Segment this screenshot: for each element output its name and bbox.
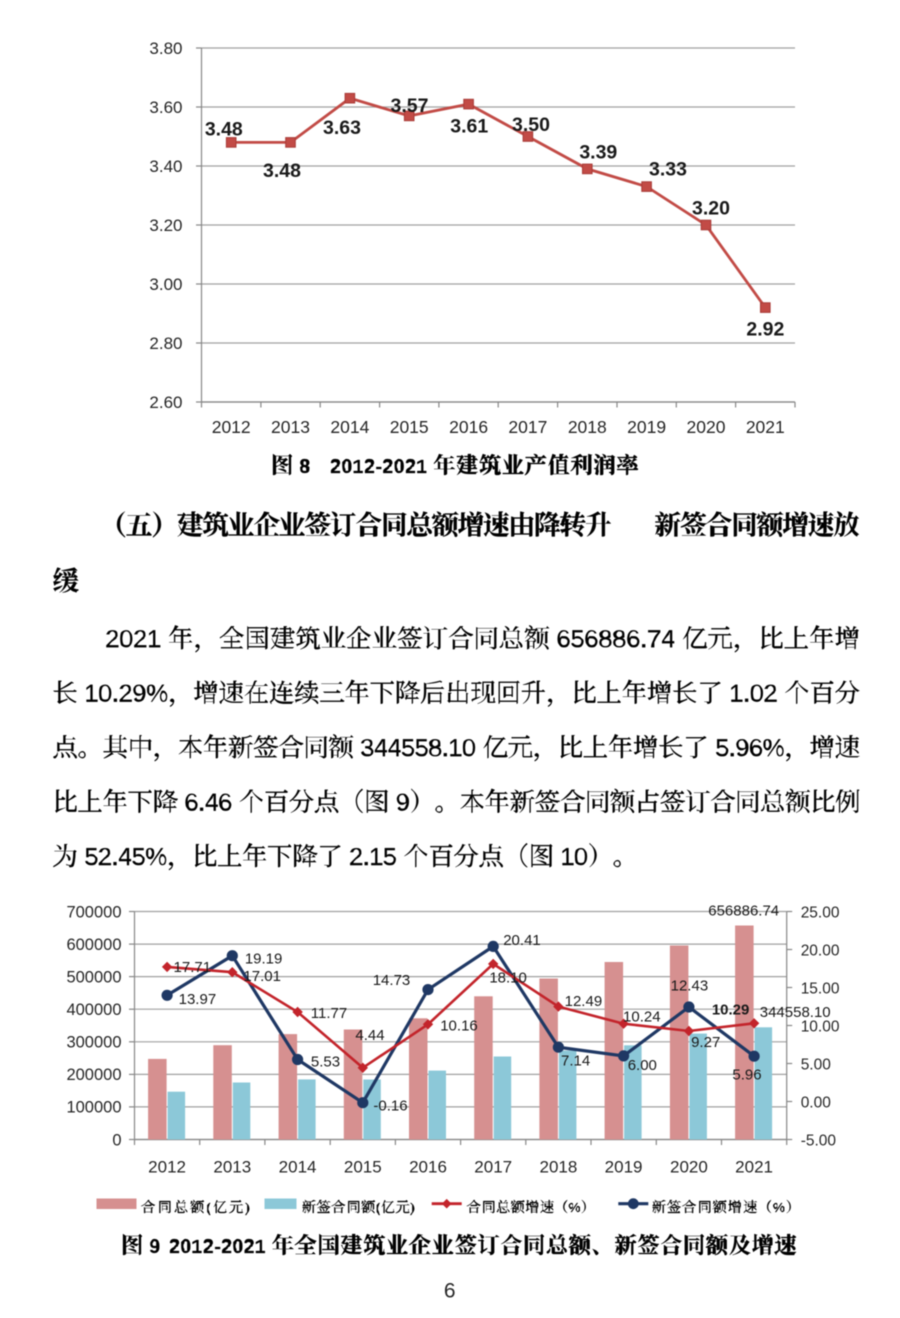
svg-text:6.00: 6.00 — [628, 1057, 657, 1074]
svg-text:6: 6 — [444, 1280, 456, 1303]
svg-text:2.60: 2.60 — [149, 393, 182, 412]
svg-text:3.80: 3.80 — [149, 39, 182, 58]
svg-text:2.92: 2.92 — [746, 319, 784, 341]
svg-text:3.20: 3.20 — [692, 198, 730, 220]
svg-text:2013: 2013 — [271, 417, 310, 437]
svg-text:2017: 2017 — [508, 417, 547, 437]
svg-text:12.43: 12.43 — [671, 978, 709, 995]
svg-text:12.49: 12.49 — [565, 993, 603, 1010]
svg-text:300000: 300000 — [66, 1034, 121, 1052]
svg-text:2018: 2018 — [539, 1158, 577, 1177]
svg-text:18.10: 18.10 — [489, 970, 527, 987]
svg-text:3.61: 3.61 — [450, 116, 488, 138]
svg-text:4.44: 4.44 — [355, 1027, 384, 1044]
svg-text:2018: 2018 — [568, 417, 607, 437]
svg-text:600000: 600000 — [66, 936, 121, 954]
svg-text:2021: 2021 — [746, 417, 785, 437]
svg-text:2.80: 2.80 — [149, 334, 182, 353]
svg-text:2016: 2016 — [409, 1158, 447, 1177]
svg-text:3.40: 3.40 — [149, 157, 182, 176]
svg-text:2015: 2015 — [390, 417, 429, 437]
svg-text:2020: 2020 — [687, 417, 726, 437]
svg-text:700000: 700000 — [66, 903, 121, 921]
svg-text:500000: 500000 — [66, 968, 121, 986]
svg-text:3.63: 3.63 — [323, 117, 361, 139]
svg-text:15.00: 15.00 — [801, 980, 840, 997]
svg-text:2020: 2020 — [670, 1158, 708, 1177]
svg-text:2014: 2014 — [330, 417, 369, 437]
svg-text:3.33: 3.33 — [649, 159, 687, 181]
svg-text:7.14: 7.14 — [561, 1052, 590, 1069]
svg-text:2014: 2014 — [279, 1158, 317, 1177]
svg-text:2021: 2021 — [735, 1158, 773, 1177]
svg-text:-5.00: -5.00 — [801, 1132, 837, 1149]
svg-text:344558.10: 344558.10 — [760, 1004, 831, 1021]
svg-text:2019: 2019 — [605, 1158, 643, 1177]
svg-text:5.53: 5.53 — [311, 1054, 340, 1071]
svg-text:0: 0 — [112, 1131, 121, 1149]
svg-text:5.96: 5.96 — [732, 1067, 761, 1084]
svg-text:10.16: 10.16 — [440, 1017, 478, 1034]
svg-text:2013: 2013 — [213, 1158, 251, 1177]
svg-text:3.39: 3.39 — [579, 141, 617, 163]
svg-text:-0.16: -0.16 — [373, 1098, 407, 1115]
svg-text:14.73: 14.73 — [373, 972, 411, 989]
svg-text:3.50: 3.50 — [512, 114, 550, 136]
svg-text:2019: 2019 — [627, 417, 666, 437]
svg-text:20.00: 20.00 — [801, 942, 840, 959]
svg-text:17.71: 17.71 — [174, 959, 212, 976]
svg-text:10.24: 10.24 — [623, 1008, 661, 1025]
svg-text:2015: 2015 — [344, 1158, 382, 1177]
svg-text:9.27: 9.27 — [691, 1034, 720, 1051]
svg-text:13.97: 13.97 — [179, 991, 217, 1008]
svg-text:20.41: 20.41 — [503, 932, 541, 949]
svg-text:25.00: 25.00 — [801, 904, 840, 921]
svg-text:3.60: 3.60 — [149, 98, 182, 117]
svg-text:17.01: 17.01 — [243, 968, 281, 985]
svg-text:10.00: 10.00 — [801, 1018, 840, 1035]
svg-text:2012: 2012 — [148, 1158, 186, 1177]
svg-text:3.00: 3.00 — [149, 275, 182, 294]
svg-text:2012: 2012 — [212, 417, 251, 437]
svg-text:10.29: 10.29 — [712, 1002, 750, 1019]
svg-text:0.00: 0.00 — [801, 1094, 832, 1111]
svg-text:656886.74: 656886.74 — [708, 903, 779, 920]
svg-text:3.20: 3.20 — [149, 216, 182, 235]
svg-text:3.48: 3.48 — [263, 160, 301, 182]
svg-text:2017: 2017 — [474, 1158, 512, 1177]
svg-text:400000: 400000 — [66, 1001, 121, 1019]
svg-text:11.77: 11.77 — [311, 1005, 347, 1022]
svg-text:5.00: 5.00 — [801, 1056, 832, 1073]
svg-text:3.57: 3.57 — [391, 95, 429, 117]
svg-text:3.48: 3.48 — [205, 119, 243, 141]
svg-text:19.19: 19.19 — [245, 951, 283, 968]
svg-text:200000: 200000 — [66, 1066, 121, 1084]
svg-text:2016: 2016 — [449, 417, 488, 437]
svg-text:100000: 100000 — [66, 1099, 121, 1117]
